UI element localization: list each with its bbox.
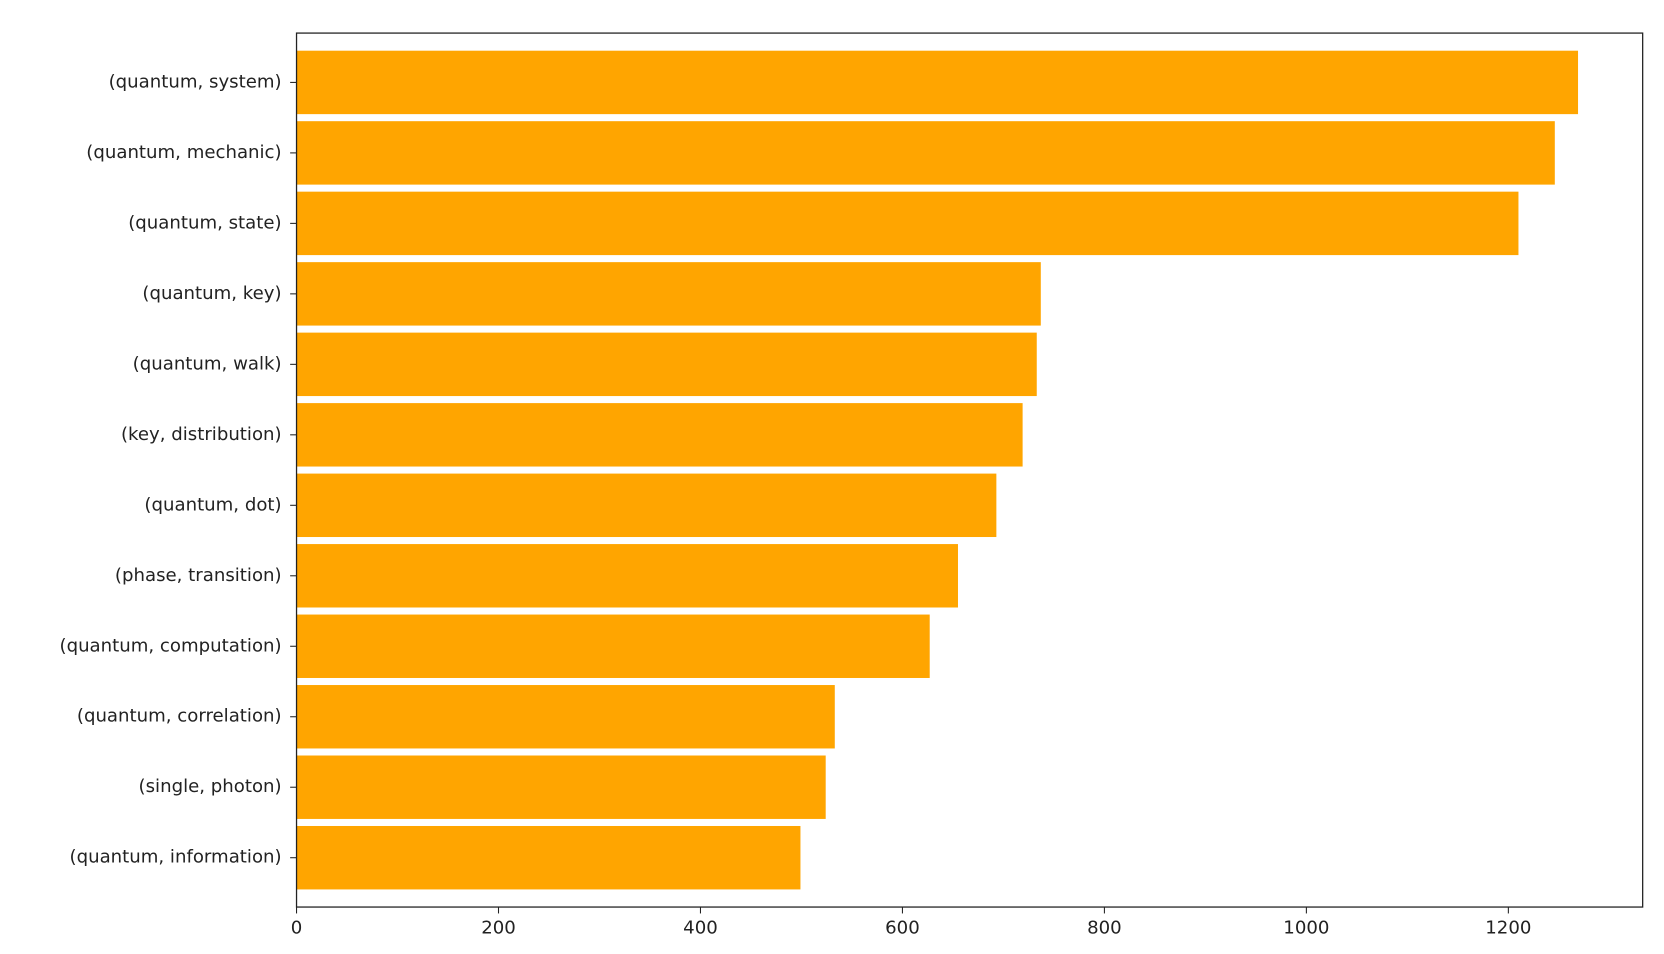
bar [296, 121, 1555, 185]
bar [296, 403, 1023, 467]
y-tick-label: (phase, transition) [115, 565, 282, 586]
y-tick-label: (quantum, system) [109, 71, 282, 92]
bar [296, 685, 835, 749]
bar [296, 825, 801, 890]
bar [296, 544, 958, 608]
bar [296, 755, 826, 819]
y-tick-label: (quantum, key) [142, 283, 281, 304]
x-tick-label: 1200 [1485, 917, 1531, 938]
x-tick-label: 800 [1087, 917, 1122, 938]
y-tick-label: (single, photon) [139, 776, 282, 797]
x-tick-label: 600 [885, 917, 920, 938]
x-tick-label: 0 [291, 917, 303, 938]
bar [296, 473, 997, 538]
y-tick-label: (quantum, information) [70, 847, 282, 868]
bar [296, 332, 1037, 397]
bar [296, 191, 1519, 256]
y-tick-label: (quantum, mechanic) [86, 142, 281, 163]
y-tick-label: (quantum, walk) [133, 353, 282, 374]
y-tick-label: (quantum, computation) [60, 635, 282, 656]
y-tick-label: (key, distribution) [121, 424, 282, 445]
bar [296, 262, 1041, 326]
x-tick-label: 200 [481, 917, 516, 938]
x-tick-label: 400 [683, 917, 718, 938]
bar [296, 614, 930, 678]
x-tick-label: 1000 [1283, 917, 1329, 938]
y-tick-label: (quantum, correlation) [77, 706, 282, 727]
y-tick-label: (quantum, state) [128, 212, 281, 233]
plot-frame [295, 32, 1644, 908]
y-tick-label: (quantum, dot) [144, 494, 281, 515]
bar [296, 50, 1579, 115]
